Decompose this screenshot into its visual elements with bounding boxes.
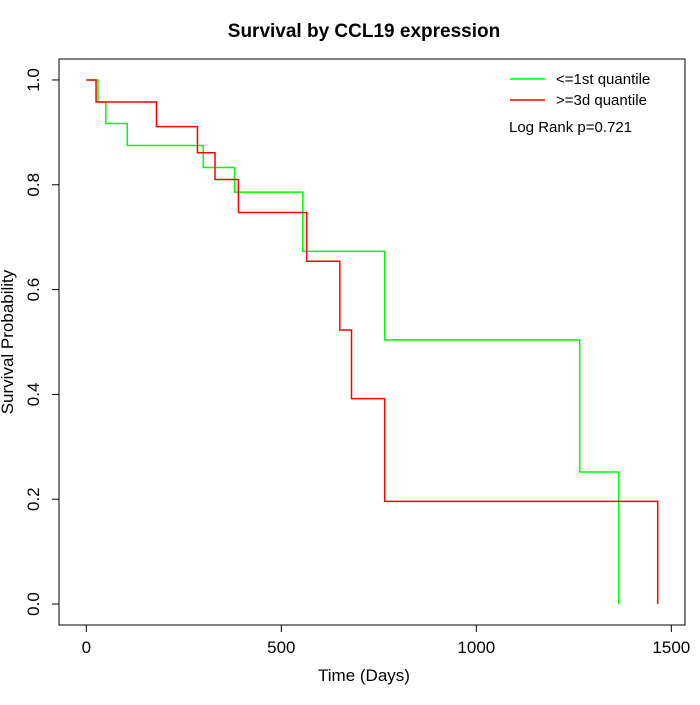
x-tick-label: 1500: [652, 638, 690, 657]
series-low-quantile-line: [86, 79, 620, 605]
y-axis: 0.0 0.2 0.4 0.6 0.8 1.0: [24, 68, 60, 616]
y-tick-label: 1.0: [24, 68, 43, 92]
legend-label-high-quantile: >=3d quantile: [556, 92, 647, 109]
y-axis-label: Survival Probability: [0, 269, 17, 414]
y-tick-label: 0.0: [24, 592, 43, 616]
x-axis: 0 500 1000 1500: [82, 624, 690, 657]
series-high-quantile-line: [86, 79, 659, 605]
y-tick-label: 0.2: [24, 487, 43, 511]
x-tick-label: 500: [267, 638, 295, 657]
log-rank-annotation: Log Rank p=0.721: [509, 119, 632, 136]
x-tick-label: 1000: [457, 638, 495, 657]
x-axis-label: Time (Days): [318, 666, 410, 685]
legend: <=1st quantile >=3d quantile: [510, 71, 650, 109]
x-tick-label: 0: [82, 638, 91, 657]
plot-frame: [58, 58, 686, 626]
chart-title: Survival by CCL19 expression: [228, 21, 500, 42]
legend-label-low-quantile: <=1st quantile: [556, 71, 650, 88]
y-tick-label: 0.8: [24, 173, 43, 197]
y-tick-label: 0.6: [24, 278, 43, 302]
y-tick-label: 0.4: [24, 383, 43, 407]
series-layer: [86, 79, 659, 605]
